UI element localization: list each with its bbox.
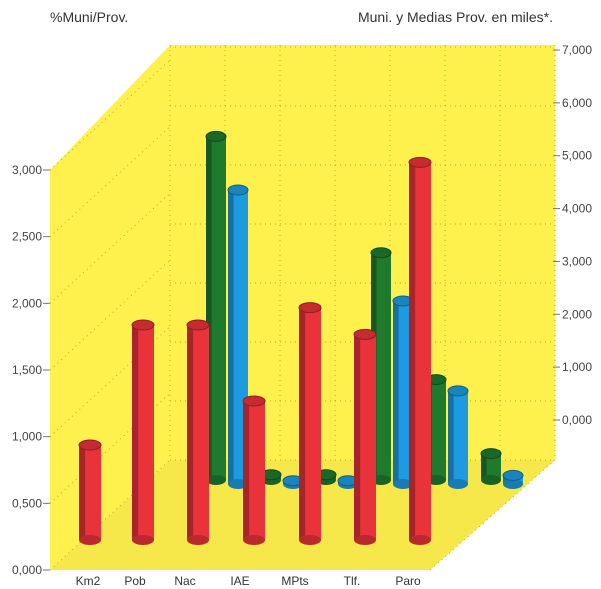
gridline: [49, 192, 171, 304]
right-tick-label: 0,000: [562, 413, 592, 427]
left-tick-label: 2,500: [12, 230, 42, 244]
bars: [78, 130, 524, 545]
category-label: Pob: [124, 574, 146, 588]
category-label: Paro: [395, 574, 421, 588]
bar-series1-Tlf.: [353, 328, 377, 545]
bar-series3-Nac: [282, 475, 304, 489]
gridline: [49, 59, 171, 171]
left-tick-label: 3,000: [12, 163, 42, 177]
bar-series1-Nac: [186, 319, 210, 545]
category-label: MPts: [281, 574, 308, 588]
category-label: IAE: [230, 574, 249, 588]
bar-series1-Paro: [408, 156, 432, 545]
right-tick-label: 3,000: [562, 254, 592, 268]
bar-series1-Km2: [78, 439, 102, 545]
left-tick-label: 1,500: [12, 363, 42, 377]
category-label: Km2: [76, 574, 101, 588]
bar-series1-IAE: [242, 395, 266, 545]
bar-series3-IAE: [337, 475, 359, 489]
bar-series1-MPts: [298, 302, 322, 545]
bar-series2-Pob: [205, 130, 227, 485]
right-tick-label: 2,000: [562, 307, 592, 321]
x-axis: Km2 Pob Nac IAE MPts Tlf. Paro: [76, 574, 421, 588]
right-axis: 0,000 1,000 2,000 3,000 4,000 5,000 6,000 7,000: [553, 43, 592, 427]
category-label: Tlf.: [344, 574, 361, 588]
right-tick-label: 5,000: [562, 149, 592, 163]
left-tick-label: 1,000: [12, 430, 42, 444]
bar-series3-Tlf.: [447, 385, 469, 489]
right-tick-label: 1,000: [562, 360, 592, 374]
left-axis: 0,000 0,500 1,000 1,500 2,000 2,500 3,000: [12, 163, 50, 577]
gridline: [49, 259, 171, 371]
category-label: Nac: [174, 574, 195, 588]
right-axis-title: Muni. y Medias Prov. en miles*.: [358, 9, 553, 25]
left-axis-title: %Muni/Prov.: [50, 9, 128, 25]
bar-series3-Paro: [502, 469, 524, 489]
gridline: [49, 126, 171, 238]
bar-series2-Paro: [480, 448, 502, 485]
bar-series2-Nac: [260, 469, 282, 485]
bar-series3-MPts: [392, 295, 414, 489]
right-tick-label: 6,000: [562, 96, 592, 110]
left-tick-label: 2,000: [12, 296, 42, 310]
bar-series1-Pob: [131, 319, 155, 545]
right-tick-label: 4,000: [562, 202, 592, 216]
left-tick-label: 0,000: [12, 563, 42, 577]
back-wall: [170, 45, 555, 460]
right-tick-label: 7,000: [562, 43, 592, 57]
left-tick-label: 0,500: [12, 496, 42, 510]
